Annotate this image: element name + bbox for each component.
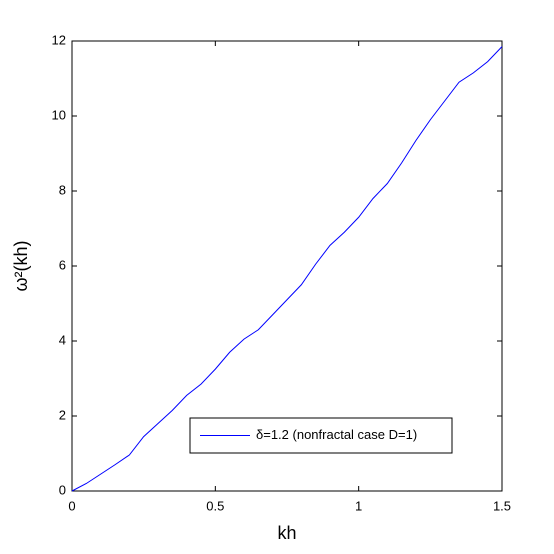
x-tick-label: 1 xyxy=(355,498,362,513)
legend-label: δ=1.2 (nonfractal case D=1) xyxy=(256,427,417,442)
y-tick-label: 2 xyxy=(59,407,66,422)
x-tick-label: 0 xyxy=(68,498,75,513)
x-tick-label: 1.5 xyxy=(493,498,511,513)
y-axis-label: ω²(kh) xyxy=(11,240,31,291)
y-tick-label: 12 xyxy=(52,32,66,47)
line xyxy=(71,46,503,492)
y-tick-label: 8 xyxy=(59,182,66,197)
y-tick-label: 0 xyxy=(59,482,66,497)
y-tick-label: 4 xyxy=(59,332,66,347)
x-tick-label: 0.5 xyxy=(206,498,224,513)
x-axis-label: kh xyxy=(277,523,296,543)
y-tick-label: 10 xyxy=(52,107,66,122)
y-tick-label: 6 xyxy=(59,257,66,272)
